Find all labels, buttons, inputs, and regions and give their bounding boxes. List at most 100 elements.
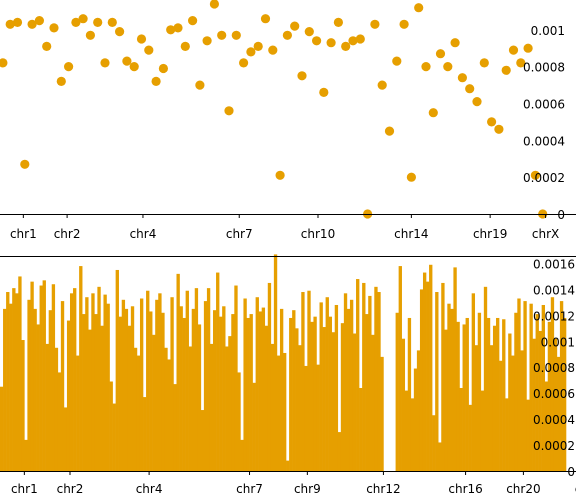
scatter-point [253, 41, 263, 52]
bar [462, 324, 466, 471]
bar [82, 314, 86, 471]
bar [538, 330, 542, 471]
bar [115, 269, 119, 471]
bar [27, 299, 31, 471]
scatter-point [20, 159, 30, 169]
bar [502, 319, 506, 471]
y-tick-label: 0.001 [531, 24, 565, 38]
bar [228, 336, 232, 471]
bar [127, 325, 132, 471]
scatter-point [435, 49, 446, 59]
bar [63, 407, 68, 471]
scatter-point [465, 84, 475, 94]
scatter-point [348, 36, 358, 46]
scatter-point [312, 36, 322, 46]
x-axis-ticks: chr1 chr2 chr4 chr7 chr10 chr14 chr19 chrX [10, 214, 559, 241]
scatter-point [188, 16, 198, 26]
scatter-point [487, 117, 497, 127]
x-tick-label: chr9 [294, 482, 321, 496]
x-tick-label: chr14 [394, 227, 428, 241]
bar [352, 333, 357, 471]
scatter-point [260, 14, 271, 24]
bar [468, 404, 472, 471]
bar [51, 284, 56, 471]
bar [535, 314, 539, 471]
bar [69, 293, 74, 471]
scatter-point [180, 41, 190, 52]
bar [416, 350, 421, 471]
x-tick-label: chr7 [236, 482, 263, 496]
bar [459, 387, 463, 471]
bar [88, 329, 92, 471]
bar [401, 338, 406, 471]
bar [289, 317, 293, 471]
bar [170, 297, 174, 471]
bar [9, 303, 13, 471]
bar [112, 403, 116, 471]
bar [276, 355, 281, 471]
bar [30, 281, 34, 471]
x-tick-label: chr7 [226, 227, 253, 241]
bar [246, 317, 250, 471]
scatter-point [370, 19, 380, 29]
bar [267, 282, 272, 471]
scatter-point [326, 38, 336, 48]
bar [42, 280, 46, 471]
bar [422, 272, 427, 471]
bar [206, 288, 211, 471]
scatter-point [297, 71, 307, 81]
scatter-point [115, 27, 125, 37]
scatter-point [224, 106, 234, 116]
x-tick-label: chr1 [11, 482, 38, 496]
bar [511, 355, 515, 471]
bar [295, 328, 299, 471]
bar [526, 399, 530, 471]
scatter-point [275, 170, 285, 180]
y-tick-label: 0 [557, 208, 565, 222]
bar [185, 290, 189, 471]
bar [216, 272, 220, 471]
bar [252, 382, 256, 471]
scatter-point [392, 56, 402, 66]
bar [270, 343, 275, 471]
bar [197, 324, 202, 471]
bar [124, 308, 129, 471]
scatter-point [457, 73, 467, 83]
bar [103, 294, 107, 471]
bar [444, 329, 448, 471]
y-tick-label: 0.0004 [523, 134, 565, 148]
scatter-point [282, 30, 292, 40]
y-tick-label: 0.0006 [523, 97, 565, 111]
bar [91, 293, 95, 471]
scatter-point [12, 17, 23, 27]
bar [310, 321, 314, 471]
scatter-point [122, 56, 132, 66]
bar [368, 295, 372, 471]
bar [255, 297, 259, 471]
bar [517, 298, 521, 471]
bar [240, 439, 244, 471]
bar [286, 460, 290, 471]
bar [489, 345, 494, 471]
bar [359, 387, 363, 471]
bar [550, 297, 555, 471]
bar [413, 368, 418, 471]
bar [346, 308, 351, 471]
bar [398, 266, 402, 471]
scatter-point [516, 58, 526, 68]
x-tick-label: chr4 [130, 227, 157, 241]
y-tick-label: 0.0002 [533, 439, 575, 453]
bar [203, 301, 208, 471]
bar [136, 355, 141, 471]
bar [237, 372, 241, 471]
bar [477, 312, 482, 471]
bar [334, 304, 339, 471]
x-tick-label: chr2 [57, 482, 84, 496]
bar [474, 345, 479, 471]
bar [377, 292, 381, 471]
bar [380, 356, 384, 471]
bar [200, 410, 205, 471]
scatter-point [472, 97, 482, 107]
bar [450, 308, 454, 471]
